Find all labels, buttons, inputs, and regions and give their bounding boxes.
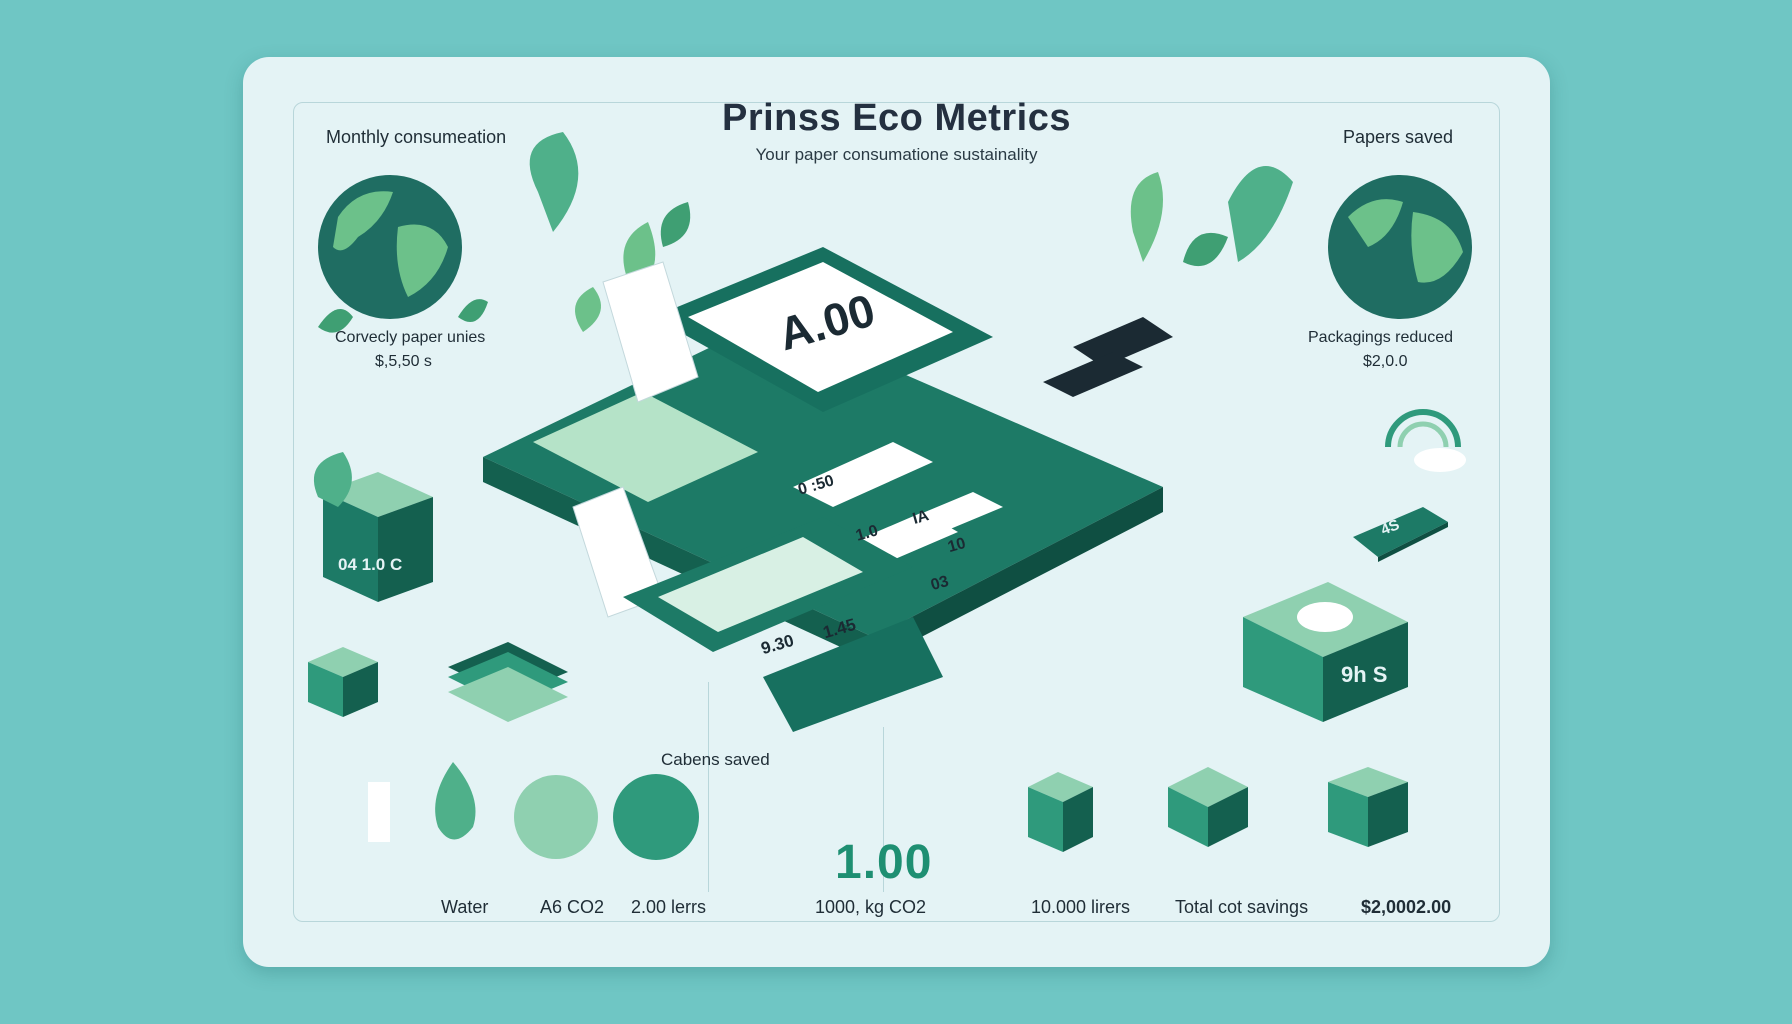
right-box-label: 9h S xyxy=(1341,662,1388,687)
left-metric-label: Corvecly paper unies xyxy=(335,329,486,346)
label-liters-2: 2.00 lerrs xyxy=(631,897,707,917)
right-metric-label: Packagings reduced xyxy=(1308,329,1453,346)
label-co2: A6 CO2 xyxy=(540,897,605,917)
inner-frame xyxy=(293,102,1500,922)
box-left-icon xyxy=(313,452,433,602)
left-metric-value: $,5,50 s xyxy=(375,353,432,370)
rainbow-icon xyxy=(1385,409,1466,472)
globe-left-icon xyxy=(318,175,488,333)
papers-saved-heading: Papers saved xyxy=(1343,127,1454,147)
monthly-consumption-heading: Monthly consumeation xyxy=(326,127,507,147)
box-right-icon xyxy=(1243,582,1408,722)
bottom-right-icons xyxy=(1028,767,1408,852)
right-metric-value: $2,0.0 xyxy=(1363,353,1408,370)
phone-icon xyxy=(1353,507,1448,562)
label-kg-co2: 1000, kg CO2 xyxy=(815,897,927,917)
divider-left xyxy=(708,682,709,892)
leaves-right-icon xyxy=(1130,166,1293,267)
eco-metrics-card: Prinss Eco Metrics Your paper consumatio… xyxy=(243,57,1550,967)
bottom-left-icons xyxy=(368,762,699,860)
carbon-saved-heading: Cabens saved xyxy=(661,750,770,769)
left-box-label: 04 1.0 C xyxy=(338,555,403,574)
label-amount: $2,0002.00 xyxy=(1361,897,1452,917)
calculator-illustration xyxy=(483,247,1173,732)
page-subtitle: Your paper consumatione sustainality xyxy=(755,145,1038,164)
page-title: Prinss Eco Metrics xyxy=(721,97,1072,139)
divider-mid xyxy=(883,727,884,892)
big-value: 1.00 xyxy=(835,836,933,889)
small-boxes-left-icon xyxy=(308,642,568,722)
label-cost: Total cot savings xyxy=(1175,897,1309,917)
globe-right-icon xyxy=(1328,175,1472,319)
label-water: Water xyxy=(441,897,489,917)
label-liters-10: 10.000 lirers xyxy=(1031,897,1131,917)
